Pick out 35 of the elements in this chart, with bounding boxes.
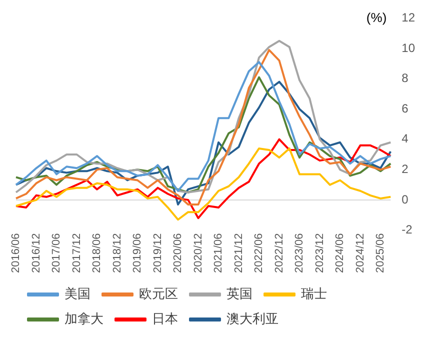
y-tick-label: 2 xyxy=(402,162,409,176)
legend-label: 日本 xyxy=(152,312,178,327)
x-tick-label: 2022/12 xyxy=(273,233,286,274)
x-tick-label: 2022/06 xyxy=(253,233,266,274)
x-tick-label: 2023/06 xyxy=(294,233,306,274)
y-tick-label: -2 xyxy=(402,222,413,237)
x-tick-label: 2016/12 xyxy=(30,233,42,274)
x-tick-label: 2023/12 xyxy=(314,233,326,274)
x-tick-label: 2016/06 xyxy=(10,233,22,274)
x-tick-label: 2025/06 xyxy=(374,233,387,274)
legend-label: 瑞士 xyxy=(301,286,327,302)
y-tick-label: 12 xyxy=(402,10,416,25)
x-tick-label: 2017/06 xyxy=(50,233,63,274)
x-tick-label: 2024/12 xyxy=(354,233,366,274)
x-tick-label: 2019/06 xyxy=(132,233,144,274)
x-tick-label: 2024/06 xyxy=(334,233,346,274)
y-axis-title: (%) xyxy=(366,10,387,25)
x-tick-label: 2019/12 xyxy=(152,233,164,274)
x-tick-label: 2018/06 xyxy=(91,233,104,274)
y-tick-label: 10 xyxy=(402,40,416,55)
legend-label: 欧元区 xyxy=(139,286,178,302)
x-tick-label: 2020/06 xyxy=(172,233,184,274)
legend-label: 澳大利亚 xyxy=(226,312,278,327)
legend-label: 加拿大 xyxy=(64,312,104,327)
legend-label: 美国 xyxy=(64,286,90,302)
y-tick-label: 0 xyxy=(402,192,409,206)
x-tick-label: 2021/12 xyxy=(232,233,245,274)
x-tick-label: 2021/06 xyxy=(212,233,225,274)
y-tick-label: 6 xyxy=(402,101,409,116)
x-tick-label: 2018/12 xyxy=(111,233,124,274)
x-tick-label: 2020/12 xyxy=(192,233,204,274)
legend-label: 英国 xyxy=(226,286,252,302)
y-tick-label: 8 xyxy=(402,71,409,86)
x-tick-label: 2017/12 xyxy=(70,233,83,274)
y-tick-label: 4 xyxy=(402,132,409,146)
